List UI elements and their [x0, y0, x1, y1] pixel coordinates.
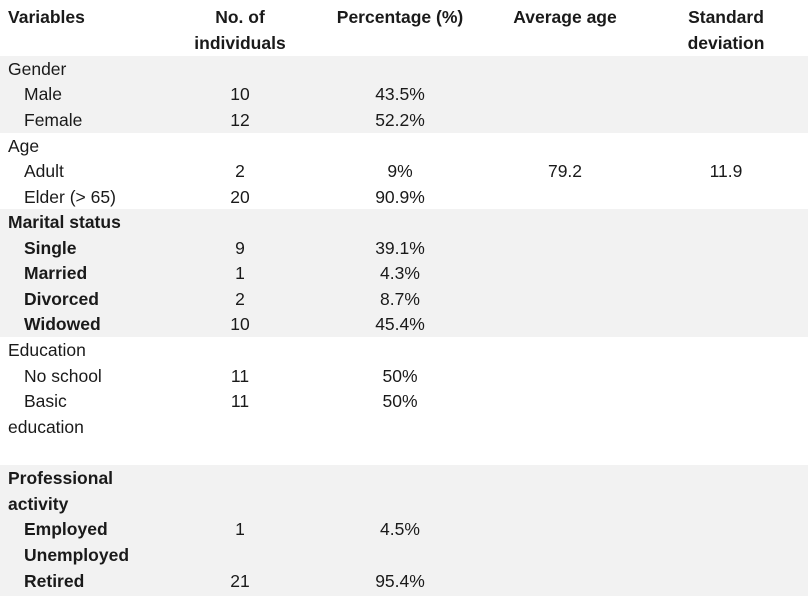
section-title-marital-status: Marital status	[8, 212, 121, 232]
cell-pct-widowed: 45.4%	[375, 314, 425, 334]
row-label-single: Single	[24, 238, 77, 258]
row-label-adult: Adult	[24, 161, 64, 181]
row-label-female: Female	[24, 110, 83, 130]
header-percentage-label: Percentage (%)	[336, 7, 464, 27]
header-average-age-label: Average age	[513, 7, 617, 27]
row-label-married: Married	[24, 263, 88, 283]
cell-pct-single: 39.1%	[375, 238, 425, 258]
cell-pct-no-school: 50%	[382, 366, 418, 386]
header-std-line2: deviation	[687, 33, 765, 53]
cell-n-employed: 1	[235, 519, 245, 539]
cell-pct-divorced: 8.7%	[380, 289, 420, 309]
header-percentage: Percentage (%)	[320, 4, 480, 30]
cell-avg-age: 79.2	[547, 161, 583, 181]
header-std-line1: Standard	[688, 7, 764, 27]
row-label-unemployed: Unemployed	[24, 545, 130, 565]
row-label-no-school: No school	[24, 366, 102, 386]
cell-n-female: 12	[230, 110, 250, 130]
cell-pct-retired: 95.4%	[375, 571, 425, 591]
section-title-professional: Professional	[8, 468, 114, 488]
row-label-widowed: Widowed	[24, 314, 101, 334]
cell-n-elder: 20	[230, 187, 250, 207]
cell-pct-elder: 90.9%	[375, 187, 425, 207]
row-label-retired: Retired	[24, 571, 85, 591]
header-variables: Variables	[8, 4, 128, 30]
cell-n-widowed: 10	[230, 314, 250, 334]
cell-n-divorced: 2	[235, 289, 245, 309]
row-label-basic: Basic	[24, 391, 67, 411]
section-title-gender: Gender	[8, 59, 67, 79]
cell-n-adult: 2	[235, 161, 245, 181]
cell-pct-married: 4.3%	[380, 263, 420, 283]
cell-pct-basic: 50%	[382, 391, 418, 411]
cell-n-married: 1	[235, 263, 245, 283]
cell-pct-adult: 9%	[387, 161, 413, 181]
cell-n-retired: 21	[230, 571, 250, 591]
section-band-gender	[0, 56, 808, 133]
cell-std-dev: 11.9	[709, 161, 743, 181]
row-label-education-wrap: education	[8, 417, 84, 437]
section-title-activity: activity	[8, 494, 69, 514]
row-label-divorced: Divorced	[24, 289, 99, 309]
cell-n-single: 9	[235, 238, 245, 258]
header-standard-deviation: Standard deviation	[656, 4, 796, 56]
cell-pct-male: 43.5%	[375, 84, 425, 104]
section-title-age: Age	[8, 136, 40, 156]
cell-n-no-school: 11	[230, 366, 250, 386]
header-individuals-line2: individuals	[194, 33, 286, 53]
row-label-male: Male	[24, 84, 62, 104]
row-label-elder: Elder (> 65)	[24, 187, 116, 207]
section-title-education: Education	[8, 340, 86, 360]
header-average-age: Average age	[495, 4, 635, 30]
header-individuals: No. of individuals	[176, 4, 304, 56]
cell-n-male: 10	[230, 84, 250, 104]
cell-pct-employed: 4.5%	[380, 519, 420, 539]
cell-n-basic: 11	[230, 391, 250, 411]
section-band-professional	[0, 465, 808, 596]
header-individuals-line1: No. of	[215, 7, 265, 27]
cell-pct-female: 52.2%	[375, 110, 425, 130]
row-label-employed: Employed	[24, 519, 108, 539]
header-variables-label: Variables	[8, 7, 85, 27]
section-band-marital	[0, 209, 808, 337]
